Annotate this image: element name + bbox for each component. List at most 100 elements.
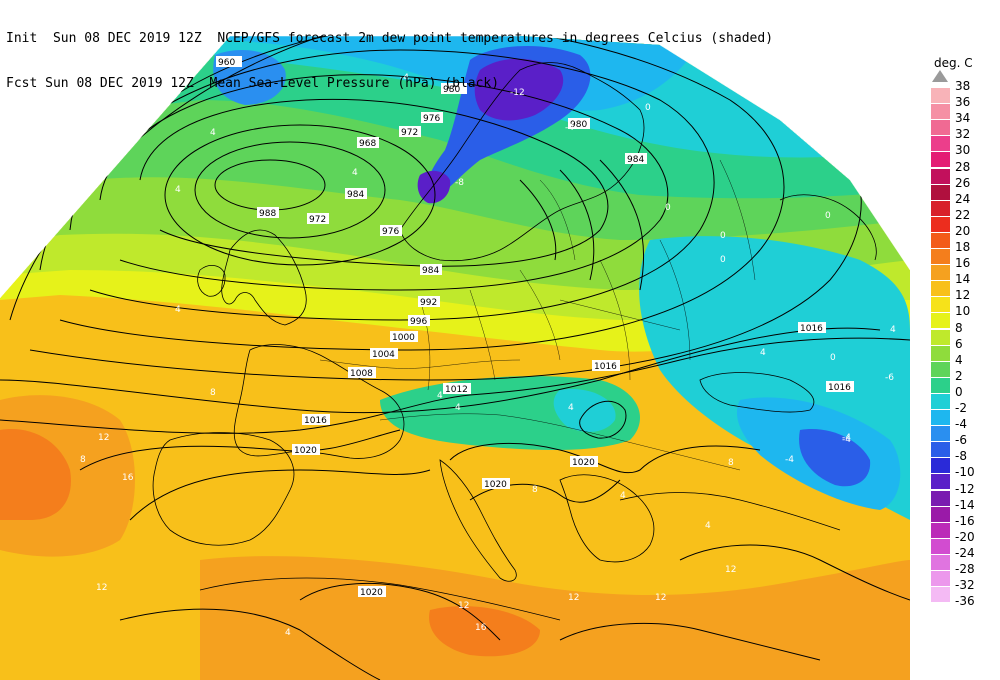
dewpoint-label: 8	[80, 455, 86, 465]
dewpoint-label: -8	[455, 178, 464, 188]
legend-label: 4	[955, 352, 963, 367]
dewpoint-label: 8	[728, 458, 734, 468]
isobar-label: 1016	[828, 383, 851, 393]
dewpoint-label: 4	[568, 403, 574, 413]
legend-label: -36	[955, 594, 975, 609]
legend-swatch	[931, 554, 950, 570]
forecast-time: Fcst Sun 08 DEC 2019 12Z	[6, 76, 194, 91]
dewpoint-label: 12	[725, 565, 736, 575]
dewpoint-label: -12	[510, 88, 525, 98]
legend-swatch	[931, 377, 950, 393]
dewpoint-label: 16	[475, 623, 487, 633]
isobar-label: 1004	[372, 350, 395, 360]
dewpoint-label: 4	[352, 168, 358, 178]
isobar-label: 1012	[445, 385, 468, 395]
dewpoint-label: 12	[98, 433, 109, 443]
dewpoint-label: 4	[210, 128, 216, 138]
legend-label: 2	[955, 368, 963, 383]
legend-label: -12	[955, 481, 975, 496]
legend-swatch	[931, 571, 950, 586]
dewpoint-label: 4	[175, 185, 181, 195]
legend-label: 28	[955, 159, 971, 174]
legend-label: 8	[955, 320, 963, 335]
legend-label: -8	[955, 449, 967, 464]
dewpoint-label: 4	[620, 491, 626, 501]
dewpoint-label: 0	[720, 231, 726, 241]
legend-label: -28	[955, 562, 975, 576]
legend-swatch	[931, 393, 950, 409]
isobar-label: 976	[423, 114, 440, 124]
isobar-label: 1020	[294, 446, 317, 456]
legend-swatch	[931, 120, 950, 136]
legend-swatch	[931, 152, 950, 168]
isobar-label: 1016	[800, 324, 823, 334]
legend-label: 6	[955, 336, 963, 351]
legend-label: 24	[955, 191, 971, 206]
isobar-label: 1016	[594, 362, 617, 372]
legend-swatch	[931, 522, 950, 538]
isobar-label: 984	[422, 266, 439, 276]
legend-label: -24	[955, 545, 975, 560]
isobar-label: 988	[259, 209, 276, 219]
legend-unit: deg. C	[934, 56, 973, 70]
legend-label: -2	[955, 401, 967, 415]
dewpoint-label: 12	[96, 583, 107, 593]
legend-swatch	[931, 458, 950, 474]
legend-swatch	[931, 297, 950, 313]
dewpoint-label: 4	[175, 305, 181, 315]
dewpoint-label: -4	[565, 123, 574, 133]
isobar-label: 1008	[350, 369, 373, 379]
legend-swatch	[931, 200, 950, 216]
legend-swatch	[931, 506, 950, 522]
map-subtitle: Mean Sea-Level Pressure (hPa) (black)	[209, 76, 500, 91]
map-header: Init Sun 08 DEC 2019 12Z NCEP/GFS foreca…	[6, 1, 773, 106]
dewpoint-label: 0	[665, 203, 671, 213]
isobar-label: 996	[410, 317, 427, 327]
dewpoint-label: -4	[785, 455, 794, 465]
dewpoint-label: 0	[645, 103, 651, 113]
header-line-1: Init Sun 08 DEC 2019 12Z NCEP/GFS foreca…	[6, 31, 773, 46]
isobar-label: 1016	[304, 416, 327, 426]
isobar-label: 992	[420, 298, 437, 308]
dewpoint-label: -4	[842, 433, 851, 443]
dewpoint-label: 16	[122, 473, 134, 483]
dewpoint-label: 4	[285, 628, 291, 638]
dewpoint-label: 8	[532, 485, 538, 495]
legend-label: 18	[955, 240, 971, 254]
dewpoint-label: 4	[705, 521, 711, 531]
legend-top-arrow-icon	[932, 70, 948, 82]
legend-swatch	[931, 265, 950, 281]
dewpoint-label: -4	[400, 73, 409, 83]
dewpoint-label: 4	[890, 325, 896, 335]
isobar-label: 1020	[572, 458, 595, 468]
dewpoint-label: 12	[458, 601, 469, 611]
legend-label: 30	[955, 143, 971, 158]
legend-label: 22	[955, 207, 971, 222]
legend-swatch	[931, 136, 950, 152]
isobar-label: 960	[218, 58, 235, 68]
legend-label: 36	[955, 95, 971, 110]
dewpoint-label: 4	[760, 348, 766, 358]
legend-label: 34	[955, 111, 971, 126]
header-line-2: Fcst Sun 08 DEC 2019 12Z Mean Sea-Level …	[6, 76, 773, 91]
dewpoint-label: 12	[568, 593, 579, 603]
legend-swatch	[931, 216, 950, 232]
legend-swatch	[931, 538, 950, 554]
legend-swatch	[931, 474, 950, 490]
legend-label: -4	[955, 417, 967, 432]
legend-label: 32	[955, 127, 971, 142]
legend-label: 12	[955, 288, 971, 303]
legend-swatch	[931, 184, 950, 200]
isobar-label: 972	[401, 128, 418, 138]
legend-label: 0	[955, 384, 963, 399]
legend-swatch	[931, 104, 950, 120]
dewpoint-label: -6	[885, 373, 894, 383]
legend-swatch	[931, 329, 950, 345]
legend-swatch	[931, 426, 950, 442]
legend-label: -20	[955, 529, 975, 544]
dewpoint-label: 0	[825, 211, 831, 221]
legend-label: 10	[955, 304, 971, 319]
legend-swatch	[931, 281, 950, 297]
legend-label: 14	[955, 272, 971, 287]
